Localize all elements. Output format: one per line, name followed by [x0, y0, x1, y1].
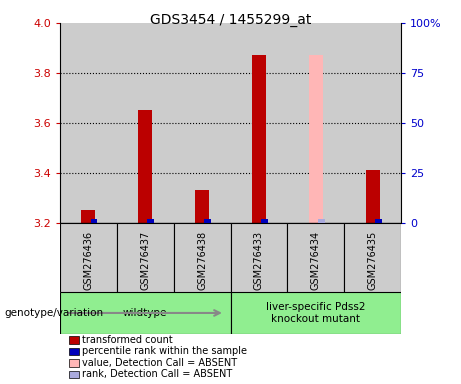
- Bar: [195, 190, 209, 223]
- Text: transformed count: transformed count: [82, 335, 173, 345]
- Bar: [174, 223, 230, 292]
- Bar: [138, 111, 152, 223]
- Bar: [117, 223, 174, 292]
- Text: GSM276435: GSM276435: [367, 231, 378, 290]
- Text: rank, Detection Call = ABSENT: rank, Detection Call = ABSENT: [82, 369, 232, 379]
- Bar: [375, 219, 382, 223]
- Text: GSM276433: GSM276433: [254, 231, 264, 290]
- Bar: [287, 23, 344, 223]
- Bar: [230, 223, 287, 292]
- Bar: [261, 219, 268, 223]
- Bar: [117, 23, 174, 223]
- Text: GSM276434: GSM276434: [311, 231, 321, 290]
- Bar: [148, 219, 154, 223]
- Text: value, Detection Call = ABSENT: value, Detection Call = ABSENT: [82, 358, 237, 368]
- Bar: [230, 23, 287, 223]
- Bar: [318, 219, 325, 223]
- Bar: [60, 23, 117, 223]
- Bar: [344, 23, 401, 223]
- Bar: [174, 23, 230, 223]
- Bar: [344, 223, 401, 292]
- Bar: [69, 371, 79, 378]
- Bar: [309, 56, 323, 223]
- Text: GSM276438: GSM276438: [197, 231, 207, 290]
- Bar: [252, 56, 266, 223]
- Bar: [81, 210, 95, 223]
- Text: GSM276437: GSM276437: [140, 231, 150, 290]
- Text: percentile rank within the sample: percentile rank within the sample: [82, 346, 247, 356]
- Text: liver-specific Pdss2
knockout mutant: liver-specific Pdss2 knockout mutant: [266, 302, 366, 324]
- Text: genotype/variation: genotype/variation: [5, 308, 104, 318]
- Bar: [60, 292, 230, 334]
- Bar: [91, 219, 97, 223]
- Bar: [204, 219, 211, 223]
- Bar: [287, 223, 344, 292]
- Text: GDS3454 / 1455299_at: GDS3454 / 1455299_at: [150, 13, 311, 27]
- Bar: [60, 223, 117, 292]
- Bar: [69, 359, 79, 367]
- Bar: [366, 170, 380, 223]
- Bar: [230, 292, 401, 334]
- Text: GSM276436: GSM276436: [83, 231, 94, 290]
- Text: wildtype: wildtype: [123, 308, 167, 318]
- Bar: [69, 348, 79, 355]
- Bar: [69, 336, 79, 344]
